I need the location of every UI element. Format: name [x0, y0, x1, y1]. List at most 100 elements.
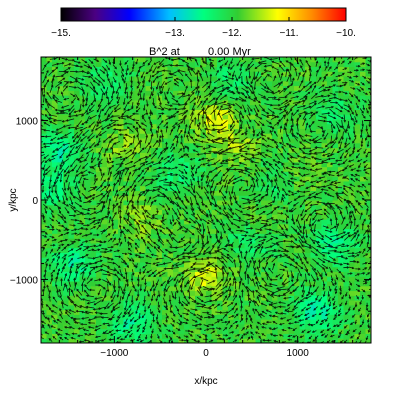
field-cell: [156, 80, 163, 87]
field-cell: [288, 252, 295, 258]
field-cell: [178, 266, 185, 272]
field-cell: [178, 185, 185, 191]
field-cell: [79, 252, 86, 258]
field-cell: [200, 80, 207, 87]
field-cell: [217, 128, 223, 134]
field-cell: [101, 142, 108, 149]
field-cell: [90, 190, 97, 196]
field-cell: [46, 328, 53, 334]
field-cell: [261, 180, 267, 187]
field-cell: [266, 152, 273, 158]
field-cell: [200, 300, 207, 306]
field-cell: [134, 281, 141, 287]
field-cell: [63, 314, 69, 320]
field-cell: [277, 61, 284, 68]
field-cell: [112, 57, 119, 63]
field-cell: [228, 133, 234, 139]
field-cell: [68, 185, 75, 191]
field-cell: [288, 266, 295, 272]
field-cell: [277, 238, 284, 244]
field-cell: [283, 80, 289, 87]
field-cell: [211, 171, 218, 177]
field-cell: [151, 266, 157, 272]
field-cell: [63, 281, 69, 287]
field-cell: [162, 123, 168, 129]
field-cell: [228, 247, 234, 253]
field-cell: [167, 157, 174, 163]
field-cell: [90, 180, 97, 187]
field-cell: [277, 281, 284, 287]
field-cell: [250, 133, 256, 139]
field-cell: [305, 109, 311, 115]
field-cell: [261, 300, 267, 306]
field-cell: [250, 309, 256, 315]
field-cell: [200, 76, 207, 82]
field-cell: [112, 114, 119, 120]
field-cell: [173, 266, 179, 272]
field-cell: [272, 266, 278, 272]
x-axis-label: x/kpc: [194, 376, 217, 387]
field-cell: [228, 57, 234, 63]
field-cell: [79, 304, 86, 311]
field-cell: [90, 90, 97, 96]
field-cell: [195, 57, 201, 63]
field-cell: [41, 247, 47, 253]
field-cell: [140, 157, 146, 163]
field-cell: [310, 233, 317, 239]
field-cell: [145, 195, 152, 201]
field-cell: [195, 90, 201, 96]
field-cell: [68, 161, 75, 168]
field-cell: [294, 133, 300, 139]
field-cell: [283, 228, 289, 234]
field-cell: [90, 71, 97, 77]
field-cell: [272, 242, 278, 249]
field-cell: [228, 233, 234, 239]
field-cell: [189, 209, 196, 215]
field-cell: [178, 99, 185, 106]
field-cell: [123, 61, 130, 68]
field-cell: [123, 176, 130, 182]
field-cell: [85, 76, 91, 82]
field-cell: [184, 200, 190, 206]
field-cell: [354, 80, 361, 87]
field-cell: [162, 219, 168, 225]
field-cell: [327, 319, 333, 325]
field-cell: [46, 95, 53, 101]
field-cell: [283, 214, 289, 220]
field-cell: [57, 57, 64, 63]
field-cell: [74, 128, 80, 134]
field-cell: [107, 71, 113, 77]
field-cell: [90, 171, 97, 177]
field-cell: [156, 123, 163, 129]
field-cell: [52, 104, 58, 110]
field-cell: [200, 61, 207, 68]
field-cell: [134, 238, 141, 244]
field-cell: [173, 166, 179, 172]
field-cell: [299, 204, 306, 211]
field-cell: [178, 104, 185, 110]
field-cell: [123, 242, 130, 249]
field-cell: [211, 200, 218, 206]
field-cell: [41, 114, 47, 120]
field-cell: [222, 281, 229, 287]
field-cell: [206, 319, 212, 325]
field-cell: [74, 61, 80, 68]
field-cell: [112, 338, 119, 343]
field-cell: [52, 328, 58, 334]
field-cell: [52, 333, 58, 339]
field-cell: [255, 281, 262, 287]
field-cell: [255, 233, 262, 239]
field-cell: [57, 66, 64, 72]
field-cell: [63, 300, 69, 306]
field-cell: [101, 61, 108, 68]
field-cell: [41, 128, 47, 134]
field-cell: [222, 104, 229, 110]
field-cell: [255, 276, 262, 282]
field-cell: [261, 319, 267, 325]
field-cell: [272, 238, 278, 244]
field-cell: [283, 85, 289, 91]
field-cell: [79, 338, 86, 343]
field-cell: [189, 295, 196, 301]
field-cell: [233, 242, 240, 249]
field-cell: [118, 95, 124, 101]
